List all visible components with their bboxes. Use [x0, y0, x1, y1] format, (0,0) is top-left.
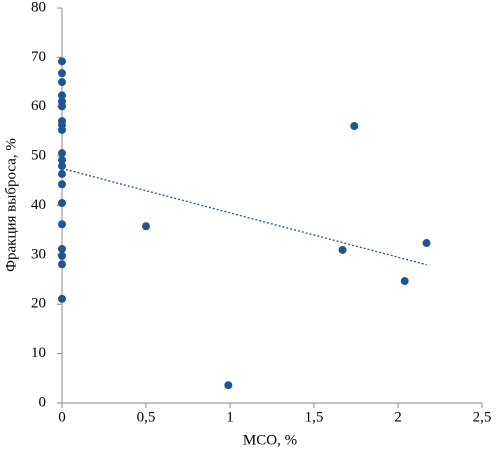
x-tick-label: 1 — [226, 409, 234, 425]
data-point — [58, 220, 66, 229]
data-point — [58, 294, 66, 303]
x-axis-label: МСО, % — [243, 432, 297, 448]
y-tick-label: 60 — [31, 98, 46, 114]
data-point — [142, 222, 150, 231]
y-tick-label: 80 — [31, 0, 46, 15]
data-point — [350, 122, 359, 131]
data-point — [58, 149, 66, 158]
data-point — [224, 381, 233, 390]
y-tick-label: 40 — [31, 197, 46, 213]
data-point — [58, 260, 66, 269]
data-point — [58, 169, 66, 178]
y-tick-label: 20 — [31, 296, 46, 312]
data-point — [58, 78, 66, 87]
data-point — [58, 125, 66, 134]
data-point — [58, 251, 66, 260]
data-point — [58, 102, 66, 111]
data-point — [58, 244, 66, 253]
data-point — [400, 277, 409, 286]
y-axis-label: Фракция выброса, % — [3, 138, 19, 272]
data-point — [58, 162, 66, 170]
x-tick-label: 2,5 — [473, 409, 492, 425]
data-point — [422, 239, 431, 248]
y-tick-label: 0 — [39, 394, 47, 410]
data-point — [58, 180, 66, 189]
y-tick-label: 50 — [31, 148, 46, 164]
data-point — [58, 57, 66, 66]
y-tick-label: 10 — [31, 345, 46, 361]
x-tick-label: 2 — [394, 409, 402, 425]
x-tick-label: 1,5 — [305, 409, 324, 425]
x-tick-label: 0 — [58, 409, 66, 425]
trendline — [61, 167, 427, 266]
data-point — [58, 156, 66, 165]
data-point — [58, 91, 66, 100]
data-point — [58, 199, 66, 208]
x-tick-label: 0,5 — [137, 409, 156, 425]
data-point — [338, 245, 347, 254]
y-tick-label: 70 — [31, 49, 46, 65]
y-tick-label: 30 — [31, 246, 46, 262]
data-point — [58, 69, 66, 78]
